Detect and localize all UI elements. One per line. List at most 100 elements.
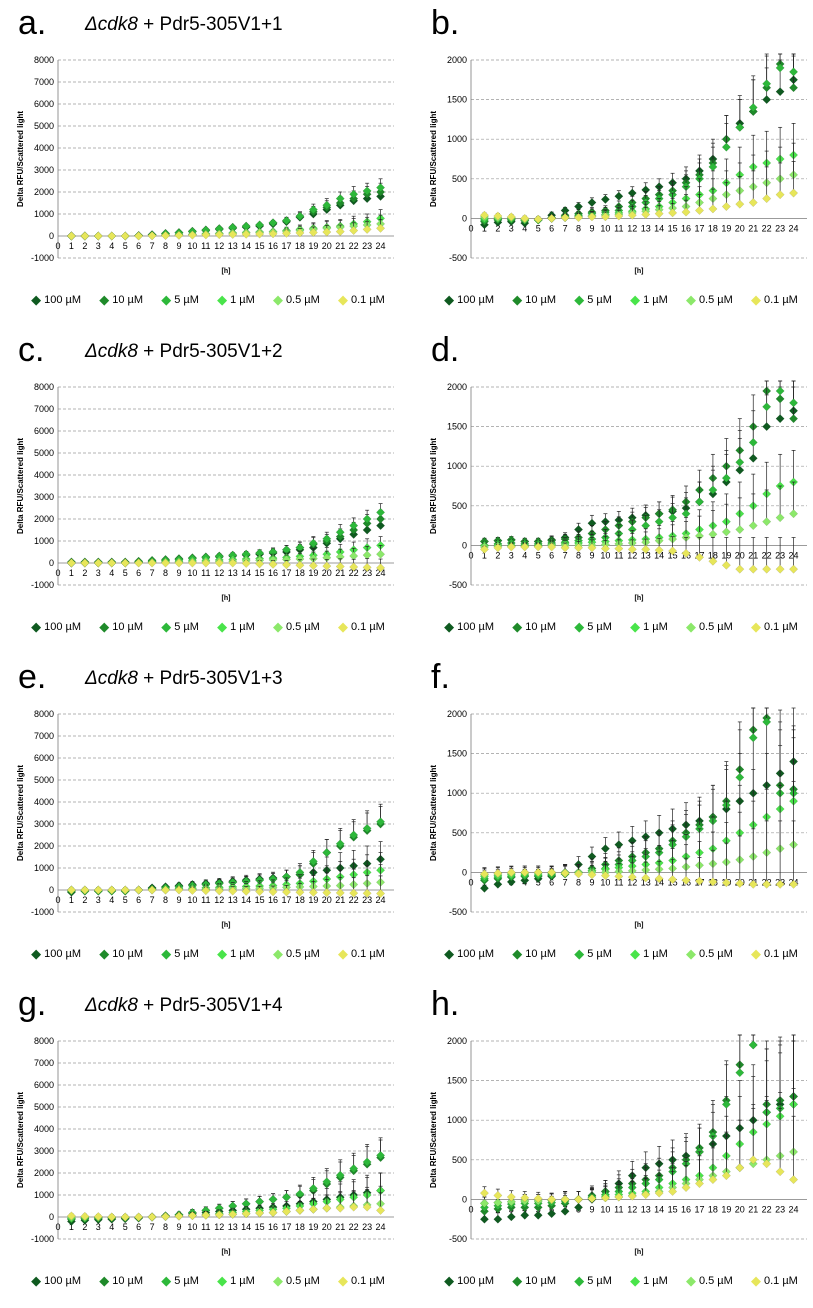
x-tick-label: 9: [176, 1222, 181, 1232]
diamond-icon: ◆: [337, 292, 348, 307]
data-point: [362, 224, 372, 234]
legend-item: ◆ 5 µM: [161, 619, 199, 635]
x-tick-label: 17: [281, 568, 291, 578]
data-point: [201, 558, 211, 568]
x-tick-label: 22: [349, 895, 359, 905]
data-point: [547, 867, 557, 877]
legend-label: 0.5 µM: [285, 948, 320, 960]
strain-name: Δcdk8: [85, 14, 138, 35]
data-point: [762, 717, 772, 727]
x-tick-label: 5: [123, 568, 128, 578]
x-tick-label: 10: [600, 550, 610, 560]
data-point: [654, 1188, 664, 1198]
data-point: [268, 229, 278, 239]
data-point: [241, 558, 251, 568]
x-tick-label: 18: [295, 1222, 305, 1232]
data-point: [600, 212, 610, 222]
data-point: [694, 552, 704, 562]
x-tick-label: 14: [241, 1222, 251, 1232]
data-point: [376, 507, 386, 517]
series-100M: [479, 1034, 799, 1224]
data-point: [161, 558, 171, 568]
legend: ◆ 100 µM ◆ 10 µM ◆ 5 µM ◆ 1 µM ◆ 0.5 µM ◆ 0.1 µM: [435, 1273, 807, 1289]
legend-item: ◆ 0.5 µM: [686, 292, 733, 308]
data-point: [547, 1209, 557, 1219]
y-tick-label: 3000: [34, 492, 54, 502]
data-point: [641, 209, 651, 219]
data-point: [376, 521, 386, 531]
series-0-1M: [66, 875, 386, 899]
data-point: [533, 1210, 543, 1220]
data-point: [493, 211, 503, 221]
data-point: [762, 517, 772, 527]
x-tick-label: 10: [600, 223, 610, 233]
y-tick-label: 2000: [447, 55, 467, 65]
x-tick-label: 4: [109, 895, 114, 905]
x-tick-label: 15: [668, 550, 678, 560]
y-tick-label: 6000: [34, 99, 54, 109]
x-tick-label: 18: [295, 568, 305, 578]
legend-label: 10 µM: [112, 948, 143, 960]
x-tick-label: 13: [228, 895, 238, 905]
x-tick-label: 21: [748, 223, 758, 233]
data-point: [762, 879, 772, 889]
data-point: [748, 879, 758, 889]
legend-label: 0.5 µM: [698, 621, 733, 633]
y-tick-label: 5000: [34, 775, 54, 785]
legend-item: ◆ 100 µM: [31, 946, 81, 962]
data-point: [694, 876, 704, 886]
x-tick-label: 23: [775, 1204, 785, 1214]
diamond-icon: ◆: [161, 946, 172, 961]
legend-item: ◆ 100 µM: [31, 619, 81, 635]
panel-f: f. -500050010001500200001234567891011121…: [413, 654, 813, 974]
x-tick-label: 18: [295, 241, 305, 251]
data-point: [281, 560, 291, 570]
panel-letter: g.: [18, 985, 47, 1023]
diamond-icon: ◆: [685, 946, 696, 961]
data-point: [775, 879, 785, 889]
data-point: [721, 527, 731, 537]
y-axis-label: Delta RFU/Scattered light: [429, 1092, 438, 1188]
data-point: [308, 856, 318, 866]
data-point: [762, 194, 772, 204]
legend-item: ◆ 5 µM: [574, 292, 612, 308]
x-tick-label: 12: [214, 895, 224, 905]
series-0-1M: [66, 558, 386, 573]
series-100M: [479, 707, 799, 893]
data-point: [735, 525, 745, 535]
panel-g: g. Δcdk8 + Pdr5-305V1+4 -1000 0 1000 2000 30…: [0, 981, 400, 1301]
data-point: [147, 231, 157, 241]
data-point: [479, 1214, 489, 1224]
series-0-1M: [479, 820, 799, 889]
data-point: [506, 877, 516, 887]
y-tick-label: 1500: [447, 95, 467, 105]
x-tick-label: 5: [536, 223, 541, 233]
x-tick-label: 7: [150, 241, 155, 251]
construct-name: + Pdr5-305V1+1: [137, 14, 283, 35]
data-point: [349, 525, 359, 535]
x-tick-label: 6: [136, 241, 141, 251]
legend-label: 5 µM: [587, 294, 612, 306]
x-tick-label: 8: [163, 895, 168, 905]
legend-item: ◆ 0.1 µM: [338, 946, 385, 962]
legend-item: ◆ 100 µM: [444, 946, 494, 962]
data-point: [362, 823, 372, 833]
x-tick-label: 0: [55, 568, 60, 578]
data-point: [520, 542, 530, 552]
data-point: [295, 1205, 305, 1215]
data-point: [308, 205, 318, 215]
data-point: [376, 187, 386, 197]
legend-label: 100 µM: [44, 948, 82, 960]
data-point: [735, 564, 745, 574]
data-point: [506, 1197, 516, 1207]
x-tick-label: 15: [668, 223, 678, 233]
series-0-1M: [479, 536, 799, 574]
y-tick-label: -1000: [31, 1234, 54, 1244]
data-point: [255, 887, 265, 897]
diamond-icon: ◆: [574, 292, 585, 307]
x-tick-label: 12: [627, 877, 637, 887]
data-point: [479, 869, 489, 879]
data-point: [694, 497, 704, 507]
data-point: [295, 560, 305, 570]
